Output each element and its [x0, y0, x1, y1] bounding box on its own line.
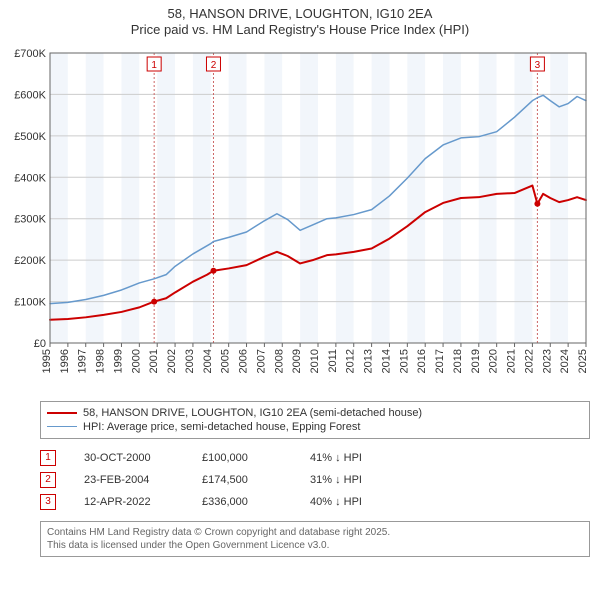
svg-text:£200K: £200K	[14, 255, 46, 267]
svg-text:2017: 2017	[434, 349, 446, 373]
svg-text:£600K: £600K	[14, 89, 46, 101]
svg-text:2008: 2008	[273, 349, 285, 373]
legend-item: HPI: Average price, semi-detached house,…	[47, 420, 583, 434]
svg-text:2013: 2013	[363, 349, 375, 373]
svg-text:2016: 2016	[416, 349, 428, 373]
sale-price: £336,000	[202, 496, 282, 508]
svg-text:2009: 2009	[291, 349, 303, 373]
svg-text:2024: 2024	[559, 349, 571, 373]
svg-text:2020: 2020	[488, 349, 500, 373]
svg-text:2004: 2004	[202, 349, 214, 373]
svg-text:2019: 2019	[470, 349, 482, 373]
svg-text:2011: 2011	[327, 349, 339, 373]
svg-text:3: 3	[535, 60, 541, 71]
svg-text:£500K: £500K	[14, 130, 46, 142]
footer-line-2: This data is licensed under the Open Gov…	[47, 539, 583, 552]
sale-marker: 3	[40, 494, 56, 510]
price-chart: £0 £100K £200K £300K £400K £500K £600K £700K 199…	[10, 45, 590, 390]
sale-row: 2 23-FEB-2004 £174,500 31% ↓ HPI	[40, 469, 590, 491]
svg-text:2022: 2022	[523, 349, 535, 373]
sale-date: 12-APR-2022	[84, 496, 174, 508]
svg-text:2018: 2018	[452, 349, 464, 373]
chart-container: £0 £100K £200K £300K £400K £500K £600K £700K 199…	[10, 45, 590, 395]
svg-text:1998: 1998	[95, 349, 107, 373]
svg-text:2014: 2014	[380, 349, 392, 373]
svg-text:1: 1	[151, 60, 157, 71]
sale-price: £100,000	[202, 452, 282, 464]
svg-text:£0: £0	[34, 338, 46, 350]
legend-swatch	[47, 412, 77, 414]
sale-hpi-delta: 41% ↓ HPI	[310, 452, 362, 464]
svg-text:1997: 1997	[77, 349, 89, 373]
sale-marker: 1	[40, 450, 56, 466]
svg-text:1999: 1999	[112, 349, 124, 373]
title-line-2: Price paid vs. HM Land Registry's House …	[0, 22, 600, 38]
sale-row: 1 30-OCT-2000 £100,000 41% ↓ HPI	[40, 447, 590, 469]
sale-date: 30-OCT-2000	[84, 452, 174, 464]
chart-title-block: 58, HANSON DRIVE, LOUGHTON, IG10 2EA Pri…	[0, 0, 600, 39]
svg-text:2003: 2003	[184, 349, 196, 373]
svg-text:2006: 2006	[238, 349, 250, 373]
svg-text:2012: 2012	[345, 349, 357, 373]
legend: 58, HANSON DRIVE, LOUGHTON, IG10 2EA (se…	[40, 401, 590, 439]
svg-text:2002: 2002	[166, 349, 178, 373]
attribution-footer: Contains HM Land Registry data © Crown c…	[40, 521, 590, 557]
footer-line-1: Contains HM Land Registry data © Crown c…	[47, 526, 583, 539]
svg-text:2023: 2023	[541, 349, 553, 373]
sale-marker: 2	[40, 472, 56, 488]
svg-text:£300K: £300K	[14, 213, 46, 225]
sale-price: £174,500	[202, 474, 282, 486]
sale-hpi-delta: 31% ↓ HPI	[310, 474, 362, 486]
svg-text:1996: 1996	[59, 349, 71, 373]
legend-label: 58, HANSON DRIVE, LOUGHTON, IG10 2EA (se…	[83, 407, 422, 419]
svg-text:1995: 1995	[41, 349, 53, 373]
svg-text:2007: 2007	[255, 349, 267, 373]
sale-row: 3 12-APR-2022 £336,000 40% ↓ HPI	[40, 491, 590, 513]
sale-date: 23-FEB-2004	[84, 474, 174, 486]
svg-text:£400K: £400K	[14, 172, 46, 184]
sales-table: 1 30-OCT-2000 £100,000 41% ↓ HPI 2 23-FEB-200…	[40, 447, 590, 513]
svg-text:2015: 2015	[398, 349, 410, 373]
svg-text:2000: 2000	[130, 349, 142, 373]
legend-swatch	[47, 426, 77, 427]
title-line-1: 58, HANSON DRIVE, LOUGHTON, IG10 2EA	[0, 6, 600, 22]
svg-text:2021: 2021	[506, 349, 518, 373]
svg-text:2001: 2001	[148, 349, 160, 373]
sale-hpi-delta: 40% ↓ HPI	[310, 496, 362, 508]
svg-text:2005: 2005	[220, 349, 232, 373]
svg-text:£100K: £100K	[14, 296, 46, 308]
svg-text:2010: 2010	[309, 349, 321, 373]
legend-label: HPI: Average price, semi-detached house,…	[83, 421, 360, 433]
svg-text:2: 2	[211, 60, 217, 71]
svg-text:£700K: £700K	[14, 48, 46, 60]
legend-item: 58, HANSON DRIVE, LOUGHTON, IG10 2EA (se…	[47, 406, 583, 420]
svg-text:2025: 2025	[577, 349, 589, 373]
